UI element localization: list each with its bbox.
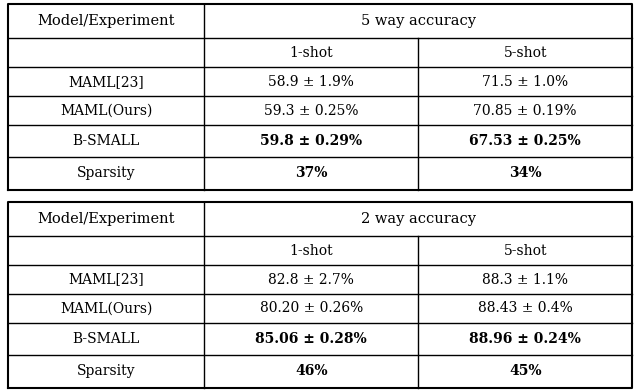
Text: 5-shot: 5-shot <box>504 244 547 258</box>
Text: 67.53 ± 0.25%: 67.53 ± 0.25% <box>469 134 581 148</box>
Text: 5 way accuracy: 5 way accuracy <box>361 14 476 28</box>
Text: MAML(Ours): MAML(Ours) <box>60 301 152 316</box>
Text: Model/Experiment: Model/Experiment <box>37 14 175 28</box>
Text: 71.5 ± 1.0%: 71.5 ± 1.0% <box>482 74 568 89</box>
Text: 85.06 ± 0.28%: 85.06 ± 0.28% <box>255 332 367 346</box>
Text: 5-shot: 5-shot <box>504 46 547 60</box>
Text: 59.8 ± 0.29%: 59.8 ± 0.29% <box>260 134 362 148</box>
Text: 82.8 ± 2.7%: 82.8 ± 2.7% <box>268 272 354 287</box>
Text: MAML(Ours): MAML(Ours) <box>60 103 152 118</box>
Text: Sparsity: Sparsity <box>77 166 135 180</box>
Text: 45%: 45% <box>509 364 541 378</box>
Text: 80.20 ± 0.26%: 80.20 ± 0.26% <box>260 301 363 316</box>
Text: MAML[23]: MAML[23] <box>68 74 144 89</box>
Text: Model/Experiment: Model/Experiment <box>37 212 175 226</box>
Text: 88.43 ± 0.4%: 88.43 ± 0.4% <box>478 301 573 316</box>
Text: 34%: 34% <box>509 166 541 180</box>
Text: 46%: 46% <box>295 364 328 378</box>
Text: 1-shot: 1-shot <box>289 46 333 60</box>
Text: B-SMALL: B-SMALL <box>72 332 140 346</box>
Text: 59.3 ± 0.25%: 59.3 ± 0.25% <box>264 103 358 118</box>
Text: 1-shot: 1-shot <box>289 244 333 258</box>
Text: 2 way accuracy: 2 way accuracy <box>361 212 476 226</box>
Text: 88.96 ± 0.24%: 88.96 ± 0.24% <box>469 332 581 346</box>
Text: Sparsity: Sparsity <box>77 364 135 378</box>
Text: MAML[23]: MAML[23] <box>68 272 144 287</box>
Text: 37%: 37% <box>295 166 328 180</box>
Text: B-SMALL: B-SMALL <box>72 134 140 148</box>
Text: 70.85 ± 0.19%: 70.85 ± 0.19% <box>474 103 577 118</box>
Text: 58.9 ± 1.9%: 58.9 ± 1.9% <box>268 74 354 89</box>
Text: 88.3 ± 1.1%: 88.3 ± 1.1% <box>482 272 568 287</box>
